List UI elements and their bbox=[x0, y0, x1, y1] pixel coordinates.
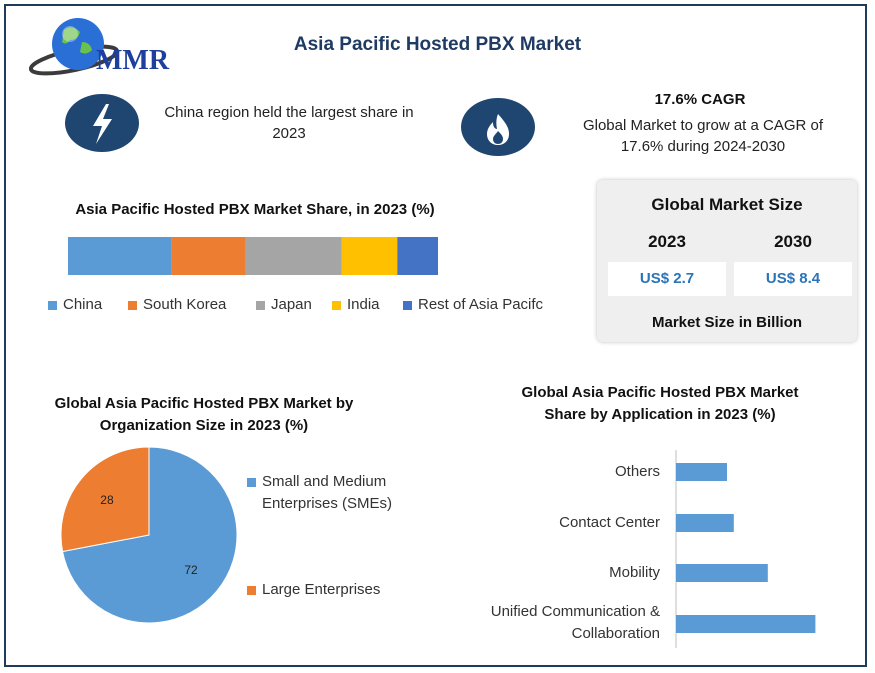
app-bar-mobility bbox=[676, 564, 768, 582]
pie-slice-large-enterprises bbox=[60, 446, 150, 553]
app-bar-contact-center bbox=[676, 514, 734, 532]
cagr-title: 17.6% CAGR bbox=[654, 91, 746, 108]
legend-label: Small and Medium Enterprises (SMEs) bbox=[262, 473, 393, 512]
stack-segment-india bbox=[341, 237, 398, 275]
legend-label: South Korea bbox=[143, 296, 227, 313]
cagr-text: Global Market to grow at a CAGR of 17.6%… bbox=[582, 117, 824, 155]
legend-label: India bbox=[347, 296, 380, 313]
mmr-logo: MMR bbox=[28, 18, 170, 76]
stack-segment-japan bbox=[245, 237, 342, 275]
market-size-card: Global Market Size 2023 2030 US$ 2.7 US$… bbox=[597, 180, 857, 342]
flame-circle bbox=[461, 98, 535, 156]
legend-label: Rest of Asia Pacifc bbox=[418, 296, 544, 313]
year-2023: 2023 bbox=[648, 232, 686, 251]
flame-icon bbox=[487, 114, 509, 145]
legend-swatch bbox=[256, 300, 265, 310]
app-bar-others bbox=[676, 463, 727, 481]
stack-segment-south-korea bbox=[171, 237, 246, 275]
market-size-title: Global Market Size bbox=[651, 195, 803, 214]
app-category-label-mobility: Mobility bbox=[609, 564, 660, 581]
stack-segment-china bbox=[68, 237, 172, 275]
page-title: Asia Pacific Hosted PBX Market bbox=[293, 34, 582, 55]
pie-data-label: 72 bbox=[184, 563, 198, 577]
legend-swatch bbox=[48, 300, 57, 310]
legend-swatch bbox=[128, 300, 137, 310]
stack-segment-rest-of-asia-pacifc bbox=[397, 237, 438, 275]
legend-item-rest-of-asia-pacifc: Rest of Asia Pacifc bbox=[403, 296, 543, 313]
share-chart-title: Asia Pacific Hosted PBX Market Share, in… bbox=[75, 201, 435, 218]
app-category-label-contact-center: Contact Center bbox=[559, 514, 660, 531]
app-bar-unified-communication-collaboration bbox=[676, 615, 816, 633]
china-share-text: China region held the largest share in 2… bbox=[164, 104, 414, 142]
legend-item-india: India bbox=[332, 296, 380, 313]
pie-slice-small-and-medium-enterprises-smes bbox=[61, 446, 238, 624]
legend-swatch bbox=[403, 300, 412, 310]
pie-chart-title: Global Asia Pacific Hosted PBX Market by… bbox=[54, 395, 354, 434]
app-category-label-others: Others bbox=[614, 463, 660, 480]
lightning-circle bbox=[65, 94, 139, 152]
pie-data-label: 28 bbox=[100, 493, 114, 507]
legend-item-south-korea: South Korea bbox=[128, 296, 226, 313]
svg-text:MMR: MMR bbox=[96, 45, 170, 76]
app-chart-title: Global Asia Pacific Hosted PBX Market Sh… bbox=[521, 384, 799, 423]
share-stacked-bar bbox=[68, 237, 438, 275]
legend-label: China bbox=[63, 296, 103, 313]
market-size-footer: Market Size in Billion bbox=[651, 314, 803, 331]
year-2030: 2030 bbox=[774, 232, 812, 251]
pie-legend-item-small-and-medium-enterprises-smes: Small and Medium Enterprises (SMEs) bbox=[247, 471, 432, 515]
pie-legend-item-large-enterprises: Large Enterprises bbox=[247, 579, 432, 601]
legend-swatch bbox=[332, 300, 341, 310]
legend-swatch bbox=[247, 586, 256, 595]
application-bar-chart bbox=[675, 450, 816, 648]
legend-item-japan: Japan bbox=[256, 296, 312, 313]
lightning-bolt-icon bbox=[93, 104, 112, 144]
legend-swatch bbox=[247, 478, 256, 487]
organization-pie-chart: 72 28 bbox=[60, 446, 238, 624]
legend-label: Japan bbox=[271, 296, 312, 313]
value-2030: US$ 8.4 bbox=[734, 262, 852, 296]
value-2023: US$ 2.7 bbox=[608, 262, 726, 296]
legend-item-china: China bbox=[48, 296, 102, 313]
app-category-label-unified-communication-collaboration: Unified Communication & Collaboration bbox=[490, 603, 660, 642]
legend-label: Large Enterprises bbox=[262, 581, 381, 598]
